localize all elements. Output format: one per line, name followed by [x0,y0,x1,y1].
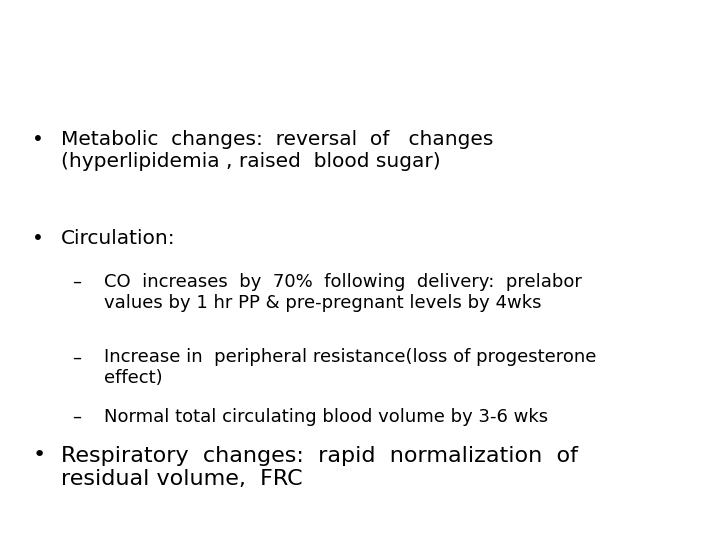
Text: •: • [32,446,45,465]
Text: –: – [72,408,81,426]
Text: CO  increases  by  70%  following  delivery:  prelabor
values by 1 hr PP & pre-p: CO increases by 70% following delivery: … [104,273,582,312]
Text: Normal total circulating blood volume by 3-6 wks: Normal total circulating blood volume by… [104,408,549,426]
Text: Metabolic  changes:  reversal  of   changes
(hyperlipidemia , raised  blood suga: Metabolic changes: reversal of changes (… [61,130,494,171]
Text: Increase in  peripheral resistance(loss of progesterone
effect): Increase in peripheral resistance(loss o… [104,348,597,387]
Text: Circulation:: Circulation: [61,230,176,248]
Text: •: • [32,130,44,148]
Text: –: – [72,348,81,366]
Text: Respiratory  changes:  rapid  normalization  of
residual volume,  FRC: Respiratory changes: rapid normalization… [61,446,578,489]
Text: –: – [72,273,81,291]
Text: •: • [32,230,44,248]
